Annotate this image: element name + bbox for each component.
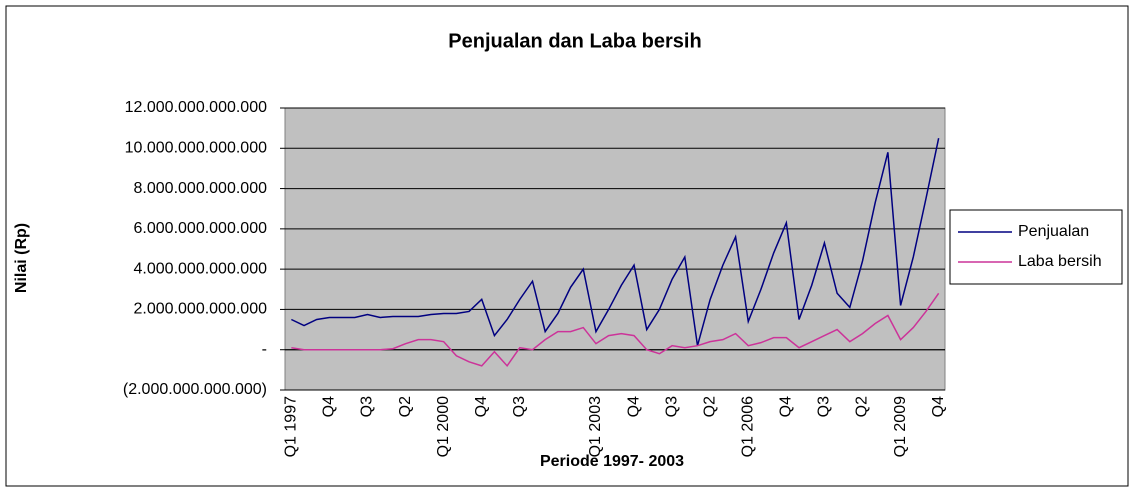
x-tick-label: Q1 2003 bbox=[587, 396, 604, 457]
y-tick-label: (2.000.000.000.000) bbox=[123, 381, 267, 398]
x-tick-label: Q1 2006 bbox=[739, 396, 756, 457]
x-tick-label: Q1 1997 bbox=[283, 396, 300, 457]
legend-label: Laba bersih bbox=[1018, 253, 1102, 270]
x-tick-label: Q4 bbox=[930, 396, 947, 417]
y-tick-label: 6.000.000.000.000 bbox=[134, 220, 268, 237]
y-axis-label: Nilai (Rp) bbox=[13, 223, 30, 293]
legend-label: Penjualan bbox=[1018, 223, 1089, 240]
y-tick-label: 2.000.000.000.000 bbox=[134, 301, 268, 318]
line-series bbox=[291, 292, 940, 368]
y-tick-label: 10.000.000.000.000 bbox=[125, 140, 267, 157]
y-tick-label: 4.000.000.000.000 bbox=[134, 260, 268, 277]
y-tick-label: - bbox=[262, 341, 267, 358]
x-tick-label: Q3 bbox=[663, 396, 680, 417]
x-tick-label: Q4 bbox=[321, 396, 338, 417]
x-tick-label: Q4 bbox=[778, 396, 795, 417]
x-axis-label: Periode 1997- 2003 bbox=[540, 453, 684, 470]
legend-box bbox=[949, 209, 1123, 285]
x-tick-label: Q3 bbox=[359, 396, 376, 417]
x-tick-label: Q3 bbox=[816, 396, 833, 417]
x-tick-label: Q3 bbox=[511, 396, 528, 417]
x-tick-label: Q2 bbox=[854, 396, 871, 417]
plot-area bbox=[284, 107, 946, 391]
x-tick-label: Q1 2009 bbox=[892, 396, 909, 457]
y-tick-label: 8.000.000.000.000 bbox=[134, 180, 268, 197]
chart-title: Penjualan dan Laba bersih bbox=[448, 30, 701, 52]
x-tick-label: Q4 bbox=[473, 396, 490, 417]
line-series bbox=[291, 138, 940, 346]
x-tick-label: Q4 bbox=[625, 396, 642, 417]
x-tick-label: Q2 bbox=[397, 396, 414, 417]
x-tick-label: Q2 bbox=[701, 396, 718, 417]
x-tick-label: Q1 2000 bbox=[435, 396, 452, 457]
y-tick-label: 12.000.000.000.000 bbox=[125, 99, 267, 116]
